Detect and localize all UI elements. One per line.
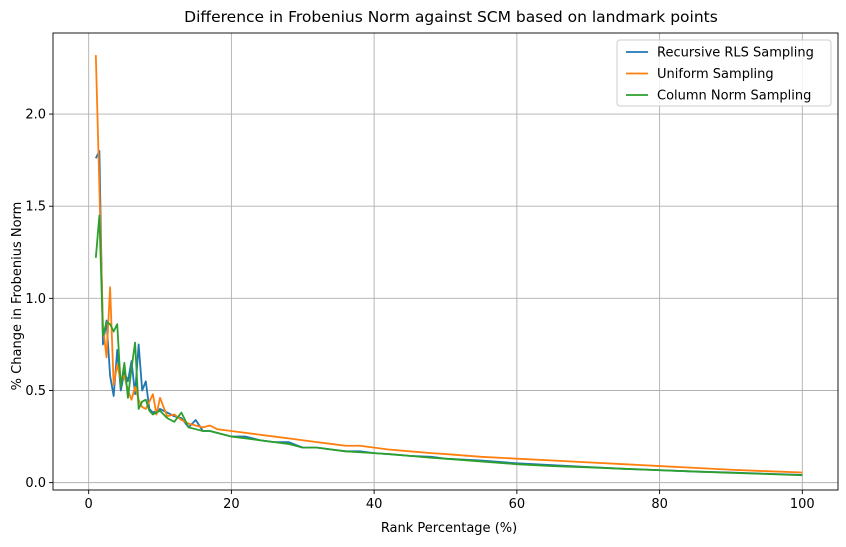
x-tick-label: 80 <box>651 497 668 512</box>
y-tick-label: 2.0 <box>25 108 46 123</box>
y-tick-label: 0.5 <box>25 384 46 399</box>
x-tick-label: 0 <box>85 497 93 512</box>
y-tick-label: 1.0 <box>25 292 46 307</box>
y-tick-label: 0.0 <box>25 476 46 491</box>
legend-label-0: Recursive RLS Sampling <box>657 46 814 61</box>
legend-label-2: Column Norm Sampling <box>657 89 811 104</box>
legend: Recursive RLS Sampling Uniform Sampling Co… <box>616 39 832 107</box>
y-axis-label: % Change in Frobenius Norm <box>10 202 25 391</box>
x-tick-label: 60 <box>509 497 526 512</box>
x-tick-label: 20 <box>223 497 240 512</box>
x-axis-ticks: 0 20 40 60 80 100 <box>85 490 815 512</box>
x-tick-label: 40 <box>366 497 383 512</box>
y-tick-label: 1.5 <box>25 200 46 215</box>
y-axis-ticks: 0.0 0.5 1.0 1.5 2.0 <box>25 108 53 491</box>
grid-lines <box>53 33 838 490</box>
series-line-2 <box>94 214 803 477</box>
series-line-1 <box>94 55 803 474</box>
legend-label-1: Uniform Sampling <box>657 67 774 82</box>
x-tick-label: 100 <box>790 497 815 512</box>
legend-box <box>616 39 832 107</box>
series-layer <box>94 55 803 477</box>
x-axis-label: Rank Percentage (%) <box>381 521 517 536</box>
plot-frame <box>52 32 839 491</box>
chart-title: Difference in Frobenius Norm against SCM… <box>184 8 718 26</box>
